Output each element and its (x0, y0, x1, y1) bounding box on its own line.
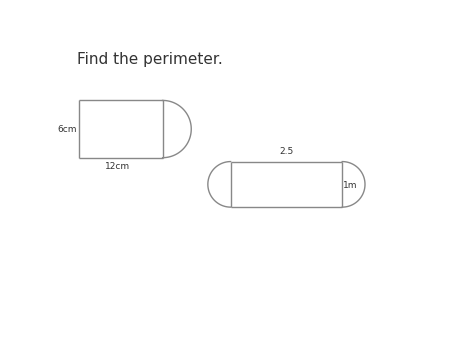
Text: 6cm: 6cm (57, 124, 76, 134)
Text: Find the perimeter.: Find the perimeter. (77, 52, 223, 67)
Text: 1m: 1m (343, 180, 357, 190)
Text: 12cm: 12cm (105, 162, 130, 171)
Text: 2.5: 2.5 (279, 147, 293, 156)
